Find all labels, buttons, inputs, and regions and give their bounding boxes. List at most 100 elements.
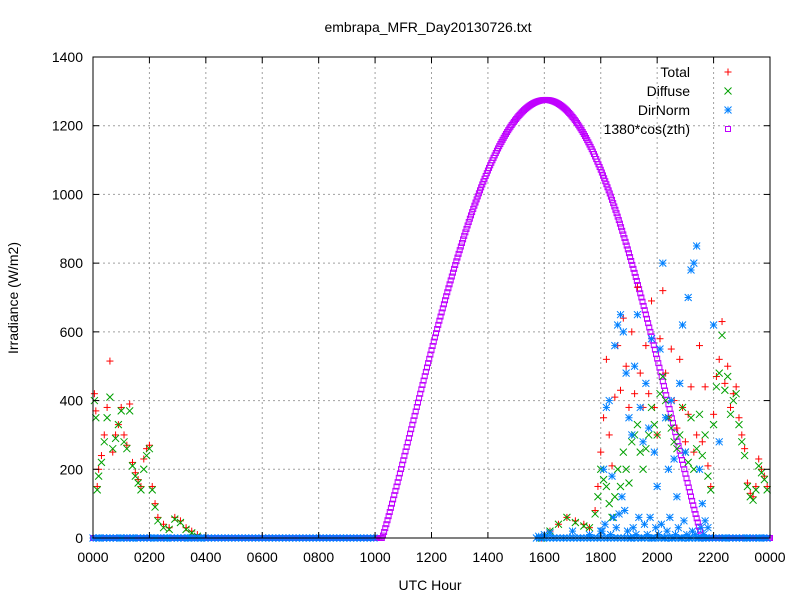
point-diffuse <box>137 486 145 494</box>
point-dirnorm <box>678 321 687 329</box>
point-diffuse <box>752 486 760 494</box>
point-dirnorm <box>695 465 704 474</box>
point-dirnorm <box>684 293 693 302</box>
point-diffuse <box>723 372 732 381</box>
point-cos-zth <box>447 277 454 284</box>
point-diffuse <box>737 437 746 446</box>
point-total <box>721 379 729 387</box>
point-cos-zth <box>399 461 406 468</box>
point-diffuse <box>120 437 128 446</box>
point-cos-zth <box>384 517 391 524</box>
point-diffuse <box>139 465 148 474</box>
point-diffuse <box>715 369 724 377</box>
point-diffuse <box>159 523 168 532</box>
point-cos-zth <box>638 294 645 301</box>
point-cos-zth <box>414 399 421 406</box>
point-diffuse <box>151 503 159 511</box>
legend: Total Diffuse DirNorm 1380*cos(zth) <box>604 64 732 137</box>
point-cos-zth <box>639 298 646 305</box>
point-diffuse <box>684 458 693 467</box>
point-cos-zth <box>440 301 447 308</box>
plot-area <box>89 96 773 542</box>
point-cos-zth <box>392 487 399 494</box>
point-cos-zth <box>395 474 402 481</box>
point-total <box>732 383 740 391</box>
point-cos-zth <box>439 305 446 312</box>
point-cos-zth <box>618 224 625 231</box>
legend-label: 1380*cos(zth) <box>604 121 690 137</box>
point-cos-zth <box>460 236 467 243</box>
point-cos-zth <box>438 309 445 316</box>
point-dirnorm <box>701 516 709 525</box>
point-cos-zth <box>390 496 397 503</box>
point-total <box>145 441 153 449</box>
point-cos-zth <box>405 435 412 442</box>
x-tick-label: 0400 <box>190 549 221 565</box>
point-diffuse <box>673 444 681 453</box>
point-cos-zth <box>398 466 405 473</box>
point-cos-zth <box>458 239 465 246</box>
point-cos-zth <box>464 222 471 229</box>
point-dirnorm <box>646 513 654 522</box>
point-dirnorm <box>618 492 626 501</box>
point-diffuse <box>712 382 721 391</box>
point-diffuse <box>687 413 695 422</box>
point-diffuse <box>125 407 134 415</box>
point-total <box>701 383 709 391</box>
point-cos-zth <box>386 509 393 516</box>
y-tick-label: 1400 <box>52 49 83 65</box>
point-cos-zth <box>632 273 639 280</box>
point-total <box>625 403 633 411</box>
point-diffuse <box>718 331 726 340</box>
point-total <box>131 469 139 477</box>
point-dirnorm <box>629 523 638 532</box>
point-diffuse <box>170 515 179 523</box>
point-cos-zth <box>444 289 451 296</box>
y-tick-label: 1000 <box>52 186 83 202</box>
point-total <box>735 414 743 422</box>
point-cos-zth <box>616 220 623 227</box>
point-diffuse <box>97 458 106 467</box>
point-cos-zth <box>603 181 610 188</box>
point-diffuse <box>122 444 131 453</box>
point-diffuse <box>709 420 718 429</box>
chart-title: embrapa_MFR_Day20130726.txt <box>324 19 531 35</box>
point-dirnorm <box>709 321 718 329</box>
point-diffuse <box>94 472 103 481</box>
point-total <box>112 431 120 439</box>
point-dirnorm <box>609 513 618 522</box>
point-cos-zth <box>605 187 612 194</box>
point-cos-zth <box>463 225 470 232</box>
point-cos-zth <box>692 511 699 518</box>
point-diffuse <box>678 403 687 412</box>
point-diffuse <box>611 492 619 501</box>
y-tick-label: 200 <box>60 461 84 477</box>
point-diffuse <box>639 465 647 474</box>
point-diffuse <box>585 523 594 532</box>
x-tick-label: 1400 <box>472 549 503 565</box>
point-cos-zth <box>469 209 476 216</box>
point-diffuse <box>622 465 630 474</box>
point-total <box>594 482 602 490</box>
point-total <box>715 355 723 363</box>
point-cos-zth <box>435 321 442 328</box>
point-diffuse <box>760 475 769 484</box>
point-cos-zth <box>620 231 627 238</box>
point-dirnorm <box>656 345 664 353</box>
point-total <box>93 482 101 490</box>
point-diffuse <box>176 518 185 527</box>
point-dirnorm <box>612 523 621 532</box>
point-diffuse <box>636 448 645 456</box>
point-cos-zth <box>650 342 657 349</box>
point-cos-zth <box>446 281 453 288</box>
point-cos-zth <box>693 515 700 522</box>
point-total <box>103 403 111 411</box>
point-total <box>676 355 684 363</box>
point-total <box>710 410 718 418</box>
point-dirnorm <box>620 506 629 515</box>
point-cos-zth <box>609 196 616 203</box>
point-cos-zth <box>691 506 698 513</box>
point-dirnorm <box>616 310 625 319</box>
